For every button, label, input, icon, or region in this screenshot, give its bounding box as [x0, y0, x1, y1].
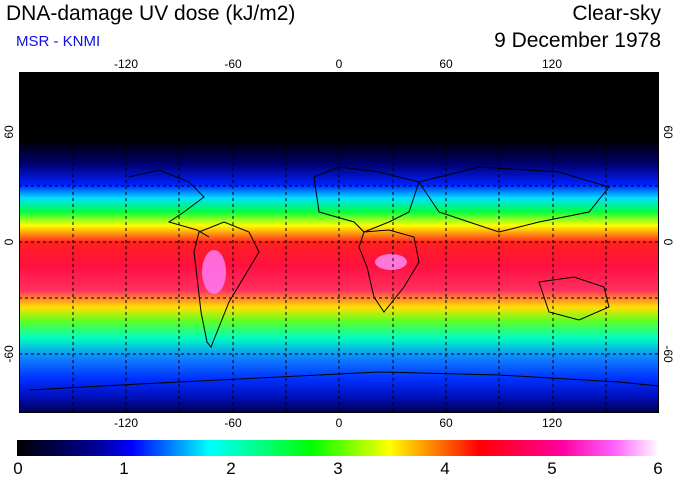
lon-tick-top-0: 0 — [335, 57, 343, 71]
lat-tick-right-60: 60 — [661, 125, 675, 139]
map-title: DNA-damage UV dose (kJ/m2) — [6, 2, 296, 25]
source-label: MSR - KNMI — [16, 33, 101, 50]
lon-tick-bottom-minus120: -120 — [113, 416, 139, 430]
lat-tick-left-minus60: -60 — [2, 345, 16, 363]
uv-dose-map — [19, 72, 659, 413]
lat-tick-right-0: 0 — [661, 238, 675, 246]
sky-condition-label: Clear-sky — [572, 2, 661, 25]
colorbar — [17, 440, 659, 456]
map-frame — [19, 72, 659, 413]
colorbar-label-1: 1 — [119, 459, 129, 478]
lon-tick-top-minus60: -60 — [224, 57, 242, 71]
lon-tick-bottom-0: 0 — [335, 416, 343, 430]
colorbar-label-6: 6 — [653, 459, 663, 478]
colorbar-label-0: 0 — [13, 459, 23, 478]
lat-tick-left-60: 60 — [2, 125, 16, 139]
lon-tick-top-60: 60 — [439, 57, 453, 71]
colorbar-label-3: 3 — [333, 459, 343, 478]
colorbar-label-2: 2 — [226, 459, 236, 478]
lon-tick-bottom-60: 60 — [439, 416, 453, 430]
graticule — [19, 72, 659, 413]
lon-tick-bottom-minus60: -60 — [224, 416, 242, 430]
andes-hotspot — [202, 250, 226, 294]
lat-tick-left-0: 0 — [2, 238, 16, 246]
lon-tick-bottom-120: 120 — [541, 416, 563, 430]
coastlines — [28, 166, 659, 391]
lon-tick-top-minus120: -120 — [113, 57, 139, 71]
lon-tick-top-120: 120 — [541, 57, 563, 71]
colorbar-label-4: 4 — [440, 459, 450, 478]
lat-tick-right-minus60: -60 — [661, 345, 675, 363]
colorbar-label-5: 5 — [547, 459, 557, 478]
colorbar-gradient — [17, 440, 659, 456]
date-label: 9 December 1978 — [494, 29, 661, 52]
africa-hotspot — [375, 254, 407, 270]
